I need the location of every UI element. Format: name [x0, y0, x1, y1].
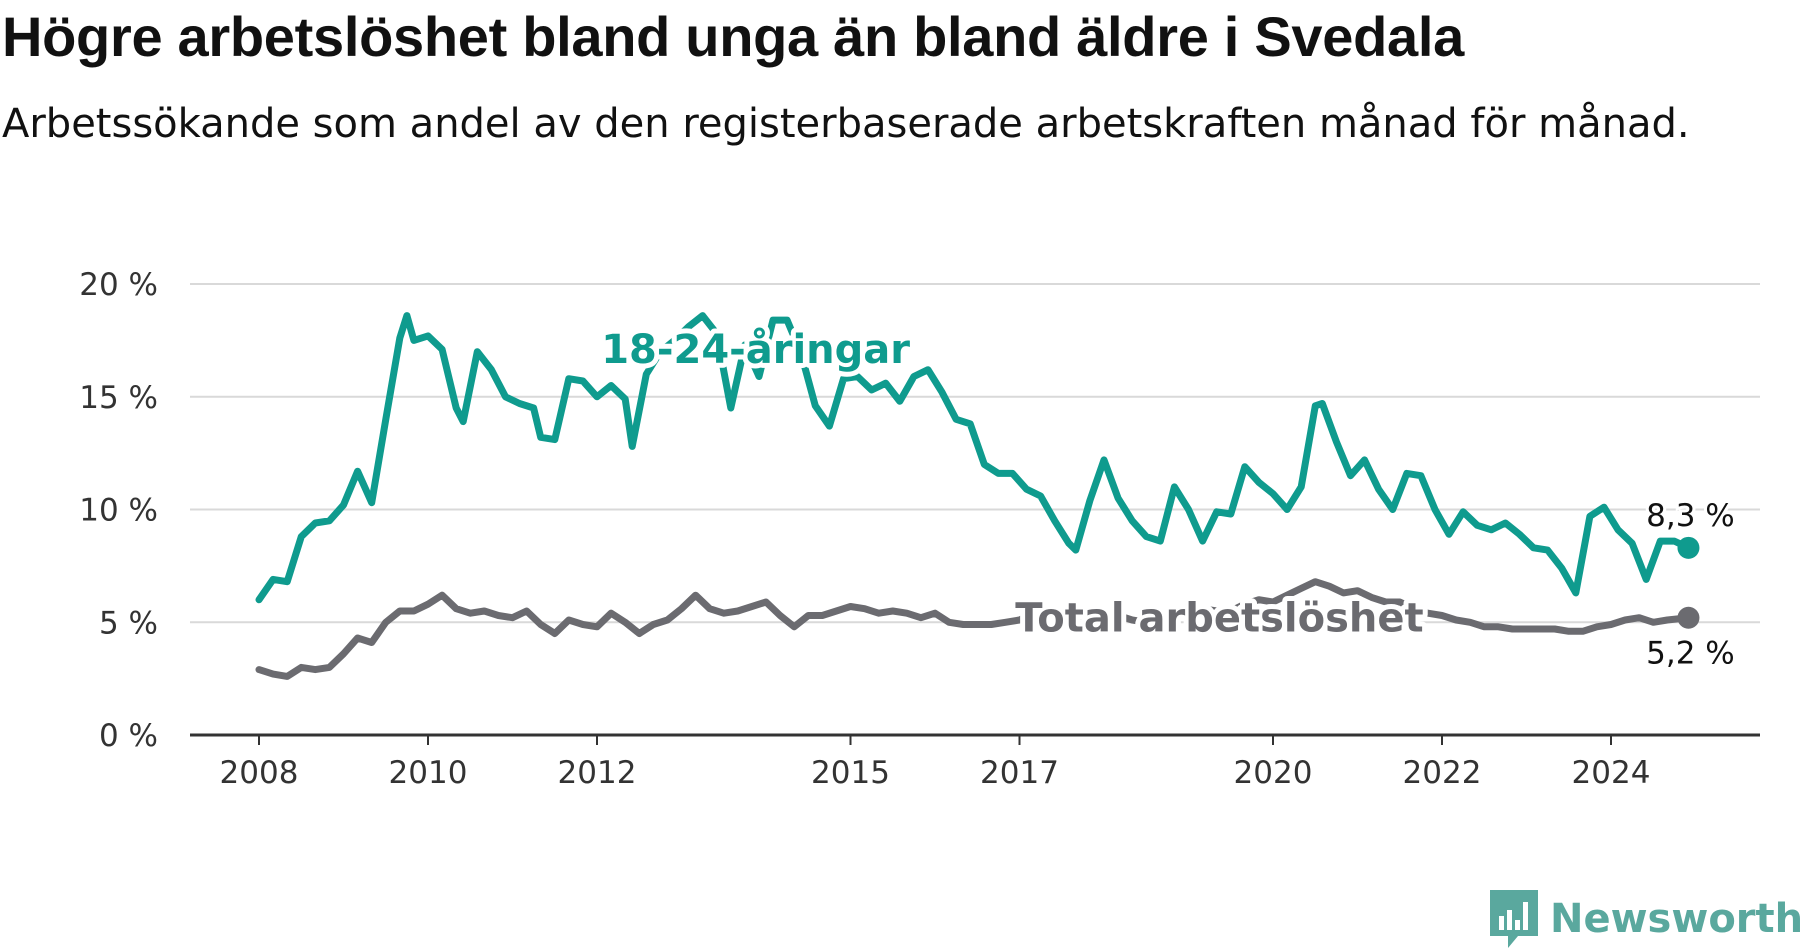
- series-end-dot-total: [1677, 606, 1700, 629]
- grid-lines: 0 % 5 % 10 % 15 % 20 %: [79, 267, 1760, 754]
- brand-name: Newsworthy: [1550, 896, 1800, 942]
- newsworthy-logo: Newsworthy: [1490, 890, 1800, 948]
- chart-title: Högre arbetslöshet bland unga än bland ä…: [2, 5, 1464, 68]
- y-tick-label: 15 %: [79, 380, 158, 416]
- x-tick-label: 2008: [220, 755, 299, 791]
- series-label-youth: 18-24-åringar: [601, 326, 910, 373]
- y-tick-label: 10 %: [79, 493, 158, 529]
- series-lines: [255, 312, 1700, 680]
- x-tick-label: 2012: [558, 755, 637, 791]
- chart-subtitle: Arbetssökande som andel av den registerb…: [2, 101, 1690, 147]
- y-tick-label: 5 %: [99, 605, 158, 641]
- x-tick-label: 2024: [1572, 755, 1651, 791]
- series-end-dot-youth: [1677, 536, 1700, 559]
- x-axis: 2008 2010 2012 2015 2017 2020 2022 2024: [190, 733, 1760, 791]
- series-line-total: [255, 578, 1692, 680]
- newsworthy-logo-icon: [1490, 890, 1538, 948]
- series-label-total: Total arbetslöshet: [1015, 595, 1423, 641]
- y-tick-label: 20 %: [79, 267, 158, 303]
- series-line-youth: [255, 312, 1692, 604]
- end-value-youth: 8,3 %: [1646, 498, 1735, 534]
- x-tick-label: 2022: [1403, 755, 1482, 791]
- x-tick-label: 2010: [389, 755, 468, 791]
- end-value-total: 5,2 %: [1646, 636, 1735, 672]
- x-tick-label: 2015: [811, 755, 890, 791]
- x-tick-label: 2017: [980, 755, 1059, 791]
- series-labels: 18-24-åringar Total arbetslöshet 8,3 % 5,2 …: [596, 321, 1738, 675]
- x-tick-label: 2020: [1234, 755, 1313, 791]
- y-tick-label: 0 %: [99, 718, 158, 754]
